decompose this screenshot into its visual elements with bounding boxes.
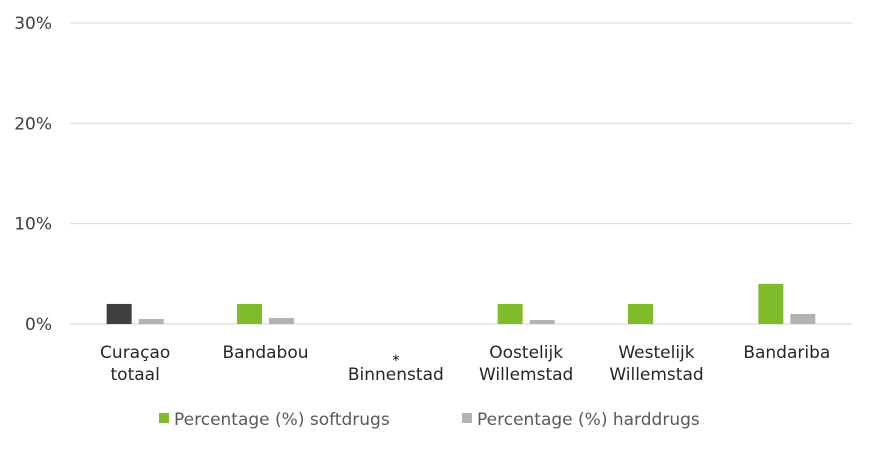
bar xyxy=(529,319,555,324)
bar xyxy=(237,303,262,324)
y-tick-label: 20% xyxy=(14,114,52,134)
category-label: Curaçao xyxy=(100,343,170,363)
legend: Percentage (%) softdrugs Percentage (%) h… xyxy=(159,410,700,430)
legend-label: Percentage (%) softdrugs xyxy=(174,410,390,430)
bars xyxy=(106,283,816,324)
bar xyxy=(758,283,784,324)
y-tick-label: 0% xyxy=(25,315,52,335)
legend-swatch xyxy=(462,413,472,423)
bar xyxy=(269,317,294,324)
annotation-asterisk: * xyxy=(392,353,399,369)
category-label: Oostelijk xyxy=(489,343,563,363)
grid-lines xyxy=(70,22,852,325)
y-tick-label: 10% xyxy=(14,215,52,235)
bar xyxy=(497,303,523,324)
legend-label: Percentage (%) harddrugs xyxy=(477,410,700,430)
category-label: Bandariba xyxy=(743,343,830,363)
category-label: Bandabou xyxy=(222,343,308,363)
y-tick-label: 30% xyxy=(14,14,52,34)
category-label: totaal xyxy=(111,365,160,385)
category-label: Willemstad xyxy=(479,365,573,385)
category-label: Binnenstad xyxy=(348,365,444,385)
annotations: * xyxy=(392,353,399,369)
legend-swatch xyxy=(159,413,169,423)
bar xyxy=(790,313,816,324)
bar xyxy=(628,303,653,324)
category-label: Willemstad xyxy=(609,365,703,385)
bar xyxy=(106,303,132,324)
y-axis-ticks: 0% 10% 20% 30% xyxy=(14,14,52,335)
bar xyxy=(138,318,164,324)
category-label: Westelijk xyxy=(618,343,694,363)
